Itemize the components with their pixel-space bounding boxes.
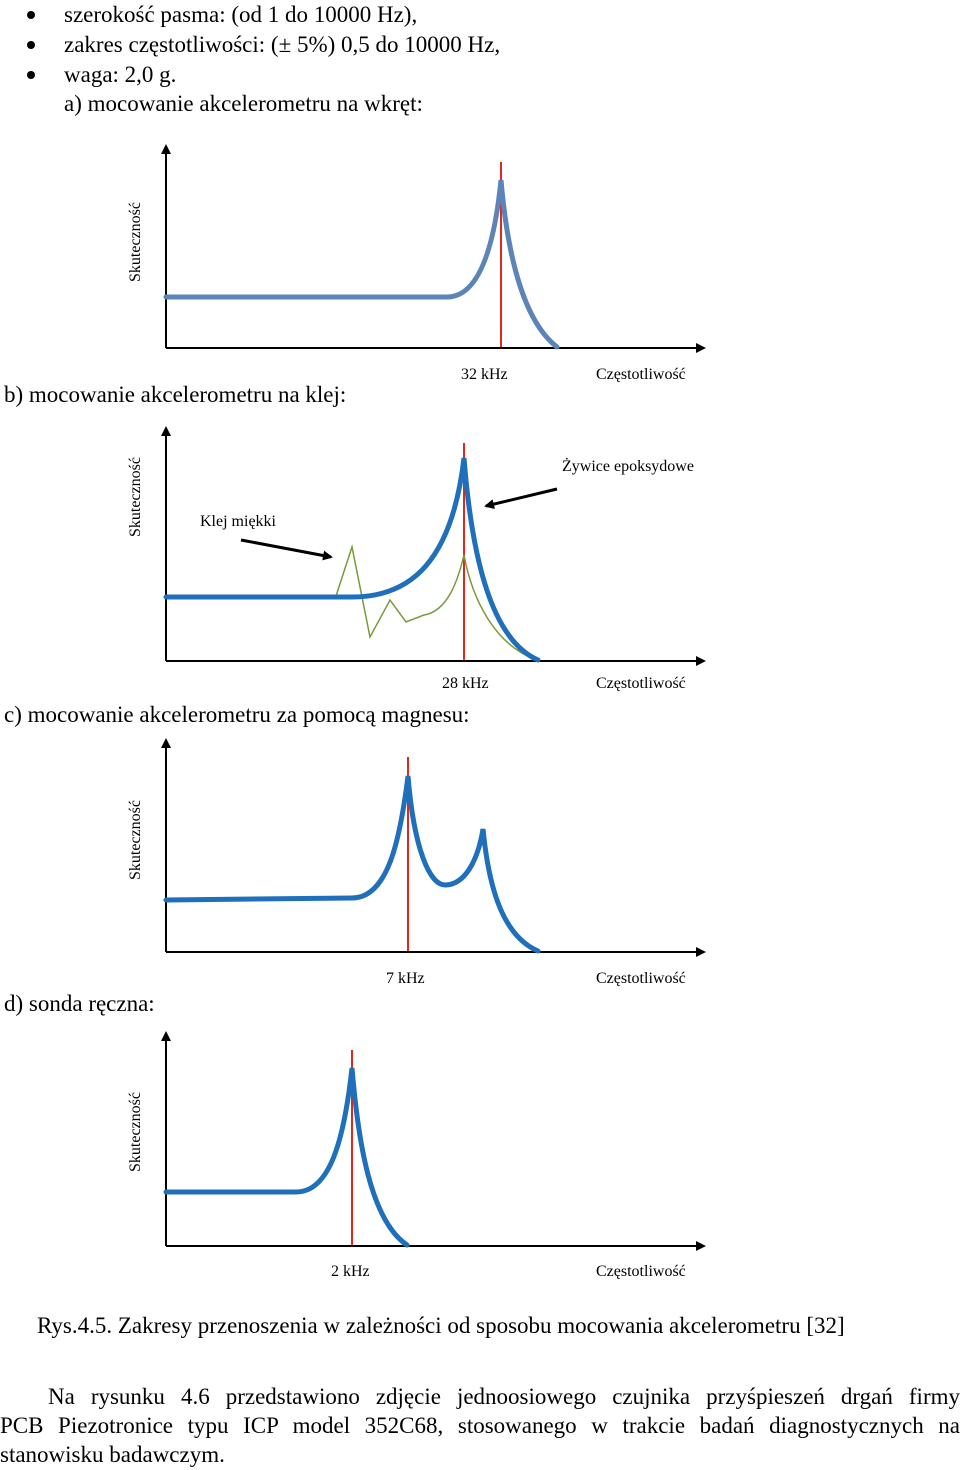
panel-b-freq-label: 28 kHz [442, 675, 489, 692]
panel-c-heading: c) mocowanie akcelerometru za pomocą mag… [4, 702, 470, 727]
paragraph-line: stanowisku badawczym. [0, 1442, 225, 1467]
panel-b-soft-adhesive-curve [335, 544, 538, 661]
panel-b-epoxy-label: Żywice epoksydowe [562, 458, 694, 475]
panel-a-x-label: Częstotliwość [596, 366, 686, 383]
panel-c-chart [161, 738, 706, 957]
panel-b-soft-arrow [240, 538, 333, 561]
panel-c-x-label: Częstotliwość [596, 970, 686, 987]
body-paragraph: Na rysunku 4.6 przedstawiono zdjęcie jed… [0, 1382, 960, 1469]
panel-b-chart [161, 426, 706, 666]
paragraph-line: Na rysunku 4.6 przedstawiono zdjęcie jed… [48, 1384, 960, 1409]
panel-b-soft-label: Klej miękki [200, 513, 276, 530]
panel-d-chart [161, 1031, 706, 1251]
panel-c-response-curve [163, 775, 541, 954]
panel-b-epoxy-curve [163, 457, 541, 663]
paragraph-line: PCB Piezotronice typu ICP model 352C68, … [0, 1413, 960, 1438]
panel-d-response-curve [163, 1067, 410, 1248]
panel-b-heading: b) mocowanie akcelerometru na klej: [4, 382, 347, 407]
figure-caption: Rys.4.5. Zakresy przenoszenia w zależnoś… [37, 1313, 845, 1338]
panel-c-freq-label: 7 kHz [386, 970, 425, 987]
panel-b-y-label: Skuteczność [127, 457, 144, 537]
panel-a-chart [161, 144, 706, 353]
panel-b-x-label: Częstotliwość [596, 675, 686, 692]
panel-d-freq-label: 2 kHz [331, 1263, 370, 1280]
bullet-icon [27, 41, 35, 49]
bullet-icon [27, 11, 35, 19]
panel-a-freq-label: 32 kHz [461, 366, 508, 383]
panel-c-y-label: Skuteczność [127, 800, 144, 880]
panel-a-response-curve [163, 179, 560, 350]
panel-d-y-label: Skuteczność [127, 1092, 144, 1172]
panel-a-y-label: Skuteczność [127, 202, 144, 282]
bullet-icon [27, 71, 35, 79]
panel-b-epoxy-arrow [484, 487, 558, 509]
panel-d-x-label: Częstotliwość [596, 1263, 686, 1280]
panel-d-heading: d) sonda ręczna: [4, 991, 155, 1016]
panel-a-heading: a) mocowanie akcelerometru na wkręt: [64, 91, 423, 116]
